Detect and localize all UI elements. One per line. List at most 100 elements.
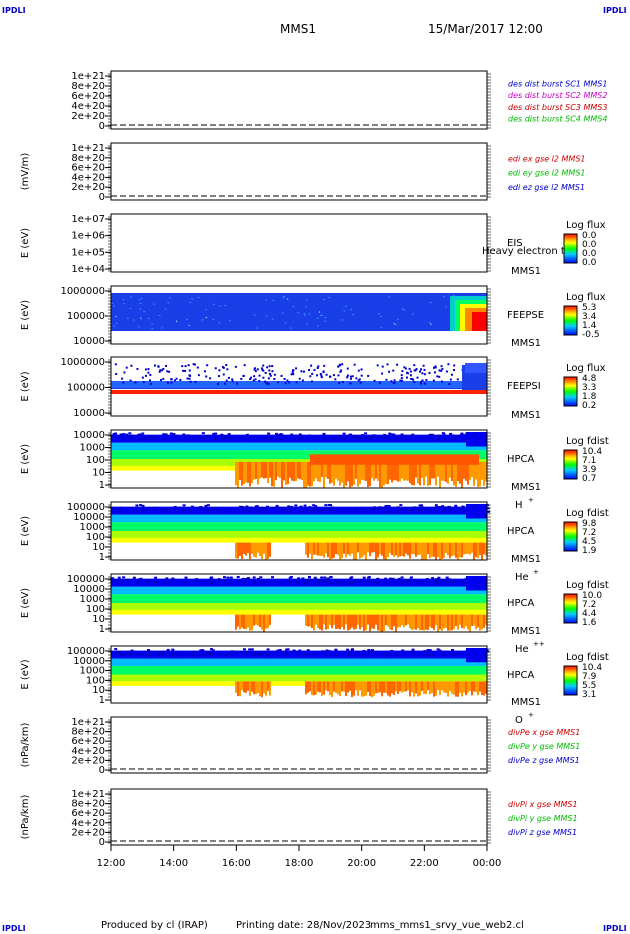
heatmap-cell [119, 652, 123, 655]
heatmap-cell [423, 461, 425, 486]
heatmap-cell [251, 681, 253, 692]
colorbar-tick: 0.0 [582, 240, 597, 250]
heatmap-cell [224, 305, 227, 307]
heatmap-cell [321, 614, 323, 631]
heatmap-cell [315, 580, 319, 583]
heatmap-cell [162, 433, 166, 436]
heatmap-cell [319, 461, 321, 483]
heatmap-cell [375, 614, 377, 625]
heatmap-cell [309, 614, 311, 627]
heatmap-cell [437, 506, 441, 509]
heatmap-cell [353, 542, 355, 560]
heatmap-cell [204, 435, 208, 438]
heatmap-cell [369, 542, 371, 557]
heatmap-cell [434, 371, 437, 374]
heatmap-cell [417, 681, 419, 697]
heatmap-cell [170, 381, 173, 384]
heatmap-cell [253, 651, 257, 654]
heatmap-cell [305, 461, 307, 488]
heatmap-cell [455, 542, 457, 558]
heatmap-cell [301, 461, 303, 481]
heatmap-cell [200, 653, 204, 656]
heatmap-cell [147, 649, 151, 652]
ytick-label: 100000 [67, 311, 105, 322]
heatmap-cell [395, 681, 397, 692]
heatmap-cell [119, 506, 123, 509]
heatmap-cell [295, 461, 297, 481]
heatmap-cell [407, 372, 410, 375]
heatmap-cell [201, 580, 205, 583]
heatmap-cell [205, 375, 208, 378]
heatmap-cell [245, 505, 249, 508]
panel-frame-hpca_h [110, 429, 488, 489]
ytick-label: 10000 [73, 430, 105, 441]
heatmap-band [111, 522, 487, 531]
heatmap-cell [162, 582, 166, 585]
heatmap-cell [413, 542, 415, 555]
ytick-label: 10000 [73, 408, 105, 419]
colorbar-tick: 3.1 [582, 690, 596, 700]
colorbar-tick: 1.4 [582, 321, 597, 331]
heatmap-cell [264, 581, 268, 584]
heatmap-cell [192, 363, 195, 366]
heatmap-cell [265, 382, 268, 385]
heatmap-cell [342, 432, 346, 435]
heatmap-cell [263, 614, 265, 632]
heatmap-cell [287, 298, 289, 300]
heatmap-cell [321, 542, 323, 556]
heatmap-cell [441, 461, 443, 481]
species-label-hpca_he: He [515, 572, 529, 583]
heatmap-cell [379, 542, 381, 555]
heatmap-cell [173, 505, 177, 508]
heatmap-cell [453, 364, 456, 367]
heatmap-cell [371, 581, 375, 584]
heatmap-cell [339, 435, 343, 438]
heatmap-cell [410, 377, 413, 380]
ytick-label: 10 [92, 685, 105, 696]
heatmap-cell [427, 542, 429, 555]
heatmap-cell [479, 542, 481, 556]
heatmap-cell [247, 681, 249, 691]
heatmap-cell [205, 309, 208, 311]
heatmap-cell [130, 364, 133, 367]
heatmap-cell [397, 461, 399, 482]
heatmap-cell [351, 314, 354, 316]
heatmap-cell [387, 614, 389, 627]
heatmap-cell [204, 504, 208, 507]
heatmap-band [111, 514, 487, 523]
heatmap-cell [466, 504, 487, 519]
heatmap-cell [263, 461, 265, 479]
heatmap-cell [235, 461, 237, 486]
ylabel-eis: E (eV) [20, 228, 31, 258]
heatmap-cell [254, 370, 257, 373]
heatmap-cell [323, 508, 327, 511]
heatmap-cell [327, 542, 329, 558]
heatmap-cell [253, 614, 255, 626]
corner-label-bottom-right: IPDLI [603, 924, 627, 933]
heatmap-cell [139, 303, 142, 305]
heatmap-cell [403, 652, 407, 655]
heatmap-cell [280, 650, 284, 653]
heatmap-cell [281, 582, 285, 585]
heatmap-cell [271, 370, 274, 373]
heatmap-cell [406, 509, 410, 512]
heatmap-cell [164, 433, 168, 436]
heatmap-cell [138, 434, 142, 437]
heatmap-cell [445, 306, 448, 308]
heatmap-cell [345, 461, 347, 486]
heatmap-cell [349, 654, 353, 657]
heatmap-cell [445, 576, 449, 579]
heatmap-cell [371, 542, 373, 553]
heatmap-cell [213, 438, 217, 441]
heatmap-cell [400, 377, 403, 380]
heatmap-band [111, 586, 487, 595]
heatmap-cell [212, 318, 215, 320]
ytick-label: 1000000 [60, 357, 105, 368]
heatmap-cell [429, 681, 431, 695]
heatmap-cell [422, 364, 425, 367]
heatmap-cell [370, 649, 374, 652]
heatmap-cell [279, 461, 281, 479]
ytick-label: 100000 [67, 646, 105, 657]
heatmap-cell [211, 649, 215, 652]
heatmap-cell [157, 365, 160, 368]
